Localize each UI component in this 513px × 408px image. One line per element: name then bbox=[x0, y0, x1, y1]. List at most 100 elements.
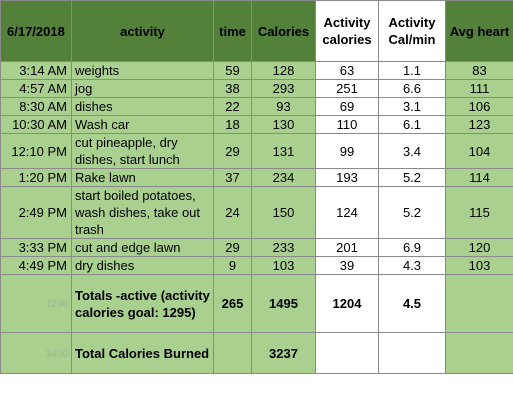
activity-cell[interactable]: jog bbox=[71, 79, 214, 98]
cal-per-min-cell[interactable]: 1.1 bbox=[378, 61, 446, 80]
burned-avg-heart-cell[interactable] bbox=[445, 332, 513, 374]
cal-per-min-cell[interactable]: 6.9 bbox=[378, 238, 446, 257]
activity-cell[interactable]: weights bbox=[71, 61, 214, 80]
cal-per-min-cell[interactable]: 4.3 bbox=[378, 256, 446, 275]
cal-per-min-cell[interactable]: 3.4 bbox=[378, 133, 446, 169]
time-of-day-cell[interactable]: 3:33 PM bbox=[0, 238, 72, 257]
calories-cell[interactable]: 93 bbox=[251, 97, 316, 116]
avg-heart-cell[interactable]: 104 bbox=[445, 133, 513, 169]
burned-cal-per-min-cell[interactable] bbox=[378, 332, 446, 374]
minutes-cell[interactable]: 22 bbox=[213, 97, 252, 116]
calories-cell[interactable]: 233 bbox=[251, 238, 316, 257]
activity-header-cell[interactable]: activity bbox=[71, 0, 214, 62]
avg-heart-cell[interactable]: 114 bbox=[445, 168, 513, 187]
table-row: 4:57 AM jog 38 293 251 6.6 111 bbox=[0, 79, 513, 98]
cal-per-min-cell[interactable]: 5.2 bbox=[378, 168, 446, 187]
activity-calories-cell[interactable]: 201 bbox=[315, 238, 379, 257]
table-row: 2:49 PM start boiled potatoes, wash dish… bbox=[0, 186, 513, 239]
table-row: 8:30 AM dishes 22 93 69 3.1 106 bbox=[0, 97, 513, 116]
cal-per-min-cell[interactable]: 5.2 bbox=[378, 186, 446, 239]
time-of-day-cell[interactable]: 8:30 AM bbox=[0, 97, 72, 116]
table-row: 3:33 PM cut and edge lawn 29 233 201 6.9… bbox=[0, 238, 513, 257]
calories-cell[interactable]: 130 bbox=[251, 115, 316, 134]
calories-cell[interactable]: 150 bbox=[251, 186, 316, 239]
time-header-cell[interactable]: time bbox=[213, 0, 252, 62]
activity-cell[interactable]: dishes bbox=[71, 97, 214, 116]
activity-calories-cell[interactable]: 39 bbox=[315, 256, 379, 275]
activity-cell[interactable]: cut and edge lawn bbox=[71, 238, 214, 257]
minutes-cell[interactable]: 29 bbox=[213, 133, 252, 169]
minutes-cell[interactable]: 29 bbox=[213, 238, 252, 257]
burned-faint-value: 3400 bbox=[45, 348, 68, 360]
cal-per-min-cell[interactable]: 6.1 bbox=[378, 115, 446, 134]
activity-calories-cell[interactable]: 124 bbox=[315, 186, 379, 239]
activity-cell[interactable]: cut pineapple, dry dishes, start lunch bbox=[71, 133, 214, 169]
avg-heart-cell[interactable]: 83 bbox=[445, 61, 513, 80]
calories-cell[interactable]: 131 bbox=[251, 133, 316, 169]
cal-per-min-cell[interactable]: 3.1 bbox=[378, 97, 446, 116]
activity-calories-cell[interactable]: 69 bbox=[315, 97, 379, 116]
calories-cell[interactable]: 234 bbox=[251, 168, 316, 187]
time-of-day-cell[interactable]: 12:10 PM bbox=[0, 133, 72, 169]
calories-cell[interactable]: 103 bbox=[251, 256, 316, 275]
activity-table: 6/17/2018 activity time Calories Activit… bbox=[0, 0, 513, 374]
totals-cal-per-min-cell[interactable]: 4.5 bbox=[378, 274, 446, 333]
totals-row: 1296 Totals -active (activity calories g… bbox=[0, 274, 513, 333]
activity-calories-cell[interactable]: 99 bbox=[315, 133, 379, 169]
burned-minutes-cell[interactable] bbox=[213, 332, 252, 374]
minutes-cell[interactable]: 24 bbox=[213, 186, 252, 239]
table-row: 3:14 AM weights 59 128 63 1.1 83 bbox=[0, 61, 513, 80]
date-header-cell[interactable]: 6/17/2018 bbox=[0, 0, 72, 62]
activity-calories-cell[interactable]: 251 bbox=[315, 79, 379, 98]
minutes-cell[interactable]: 37 bbox=[213, 168, 252, 187]
time-of-day-cell[interactable]: 3:14 AM bbox=[0, 61, 72, 80]
totals-minutes-cell[interactable]: 265 bbox=[213, 274, 252, 333]
activity-cell[interactable]: Rake lawn bbox=[71, 168, 214, 187]
totals-faint-value: 1296 bbox=[45, 299, 68, 310]
avg-heart-header-cell[interactable]: Avg heart bbox=[445, 0, 513, 62]
time-of-day-cell[interactable]: 4:57 AM bbox=[0, 79, 72, 98]
avg-heart-cell[interactable]: 111 bbox=[445, 79, 513, 98]
totals-avg-heart-cell[interactable] bbox=[445, 274, 513, 333]
burned-label-cell[interactable]: Total Calories Burned bbox=[71, 332, 214, 374]
table-row: 4:49 PM dry dishes 9 103 39 4.3 103 bbox=[0, 256, 513, 275]
activity-cell[interactable]: start boiled potatoes, wash dishes, take… bbox=[71, 186, 214, 239]
activity-cell[interactable]: dry dishes bbox=[71, 256, 214, 275]
avg-heart-cell[interactable]: 115 bbox=[445, 186, 513, 239]
table-row: 10:30 AM Wash car 18 130 110 6.1 123 bbox=[0, 115, 513, 134]
activity-cell[interactable]: Wash car bbox=[71, 115, 214, 134]
activity-calories-header-cell[interactable]: Activity calories bbox=[315, 0, 379, 62]
time-of-day-cell[interactable]: 1:20 PM bbox=[0, 168, 72, 187]
table-row: 1:20 PM Rake lawn 37 234 193 5.2 114 bbox=[0, 168, 513, 187]
minutes-cell[interactable]: 59 bbox=[213, 61, 252, 80]
header-row: 6/17/2018 activity time Calories Activit… bbox=[0, 0, 513, 62]
burned-faint-value-cell[interactable]: 3400 bbox=[0, 332, 72, 374]
cal-per-min-cell[interactable]: 6.6 bbox=[378, 79, 446, 98]
totals-calories-cell[interactable]: 1495 bbox=[251, 274, 316, 333]
minutes-cell[interactable]: 9 bbox=[213, 256, 252, 275]
avg-heart-cell[interactable]: 123 bbox=[445, 115, 513, 134]
activity-calories-cell[interactable]: 110 bbox=[315, 115, 379, 134]
totals-faint-value-cell[interactable]: 1296 bbox=[0, 274, 72, 333]
totals-label-cell[interactable]: Totals -active (activity calories goal: … bbox=[71, 274, 214, 333]
calories-cell[interactable]: 293 bbox=[251, 79, 316, 98]
avg-heart-cell[interactable]: 120 bbox=[445, 238, 513, 257]
minutes-cell[interactable]: 18 bbox=[213, 115, 252, 134]
time-of-day-cell[interactable]: 2:49 PM bbox=[0, 186, 72, 239]
table-row: 12:10 PM cut pineapple, dry dishes, star… bbox=[0, 133, 513, 169]
minutes-cell[interactable]: 38 bbox=[213, 79, 252, 98]
burned-row: 3400 Total Calories Burned 3237 bbox=[0, 332, 513, 374]
avg-heart-cell[interactable]: 106 bbox=[445, 97, 513, 116]
burned-activity-calories-cell[interactable] bbox=[315, 332, 379, 374]
activity-cal-per-min-header-cell[interactable]: Activity Cal/min bbox=[378, 0, 446, 62]
calories-cell[interactable]: 128 bbox=[251, 61, 316, 80]
calories-header-cell[interactable]: Calories bbox=[251, 0, 316, 62]
time-of-day-cell[interactable]: 4:49 PM bbox=[0, 256, 72, 275]
activity-calories-cell[interactable]: 193 bbox=[315, 168, 379, 187]
time-of-day-cell[interactable]: 10:30 AM bbox=[0, 115, 72, 134]
burned-calories-cell[interactable]: 3237 bbox=[251, 332, 316, 374]
avg-heart-cell[interactable]: 103 bbox=[445, 256, 513, 275]
activity-calories-cell[interactable]: 63 bbox=[315, 61, 379, 80]
totals-activity-calories-cell[interactable]: 1204 bbox=[315, 274, 379, 333]
